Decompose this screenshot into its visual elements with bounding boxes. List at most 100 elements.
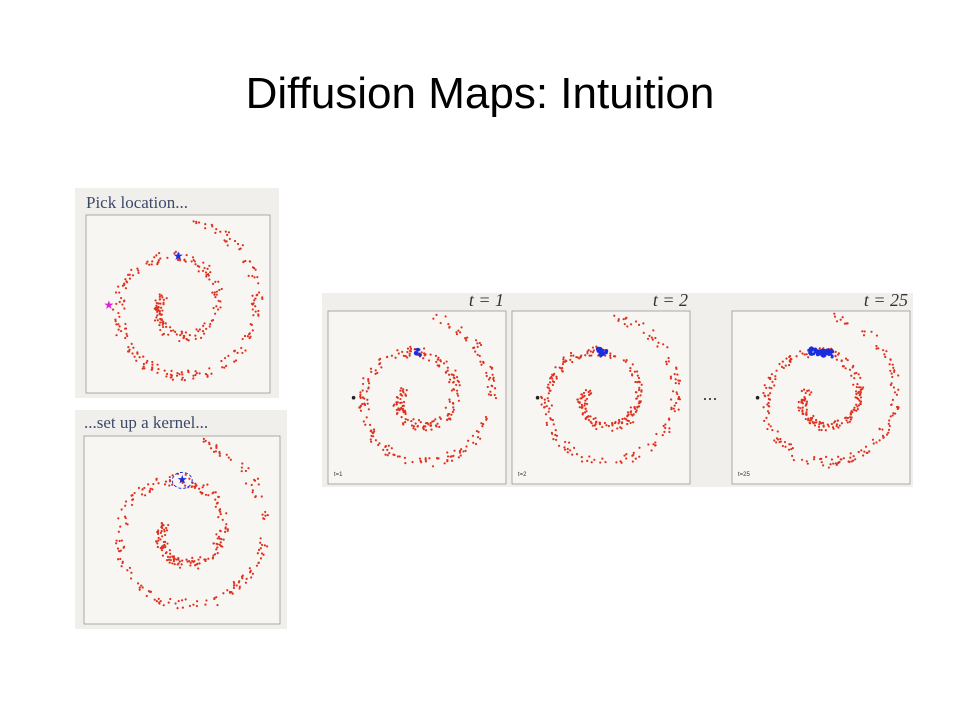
point [202,440,205,443]
point [216,501,219,504]
point [148,490,151,494]
point [206,483,209,486]
point [120,565,123,568]
point [173,252,176,255]
point [220,359,223,363]
point [124,322,127,326]
point [133,491,136,495]
point [893,369,896,372]
point [581,412,584,415]
point [128,566,132,569]
point [813,456,816,459]
point [812,414,815,418]
point [634,380,637,384]
point [181,373,184,376]
point [193,260,197,263]
point [123,307,126,310]
point [177,252,180,255]
point [154,299,157,302]
point [639,394,642,397]
point [115,334,118,337]
point [833,315,837,318]
point [147,483,150,486]
point [849,418,853,421]
point [859,400,862,403]
point [179,479,183,483]
point [652,329,655,332]
point [410,424,414,427]
point [676,392,679,396]
point [396,411,399,415]
point [788,355,791,359]
point [490,384,493,387]
point [257,483,260,486]
point [800,400,803,403]
point [226,233,229,237]
point [455,331,458,334]
point [835,424,838,428]
point [397,352,400,355]
point [406,356,409,359]
point [801,410,804,413]
point [552,438,555,441]
point [161,333,164,336]
point [581,393,584,396]
point [404,355,407,358]
point [202,437,205,440]
point [204,223,207,226]
point [820,428,823,432]
point [765,386,768,389]
point [671,390,675,393]
point [257,309,260,313]
point [167,333,170,336]
point [662,424,665,428]
point [138,586,141,589]
point [808,393,811,396]
point [852,408,855,411]
point [773,384,776,387]
point [455,389,459,392]
point [457,329,460,332]
point [664,423,667,426]
point [637,376,641,380]
point [365,390,368,393]
point [219,529,222,532]
point [637,402,641,405]
point [547,392,550,395]
point [669,398,673,401]
point [250,576,253,579]
point [209,271,212,274]
point [204,439,207,442]
point [358,406,362,409]
point [416,425,419,428]
point [212,542,215,545]
start-point [755,395,760,400]
point [890,403,893,407]
point [637,323,641,326]
point [875,334,879,337]
point [864,445,868,448]
point [584,407,587,410]
point [390,447,393,450]
point [209,447,213,450]
point [396,455,400,458]
point [177,558,180,561]
point [586,350,589,353]
point [484,415,488,419]
point [804,391,807,395]
point [261,513,264,516]
point [834,354,837,357]
point [241,337,244,341]
point [172,555,176,558]
point [626,419,629,422]
point [807,356,810,359]
point [254,495,257,499]
point [547,399,550,403]
point [892,412,895,415]
point [487,378,491,381]
point [225,512,228,515]
point [620,427,623,430]
point [211,318,215,322]
point [186,560,189,563]
point [480,422,483,425]
